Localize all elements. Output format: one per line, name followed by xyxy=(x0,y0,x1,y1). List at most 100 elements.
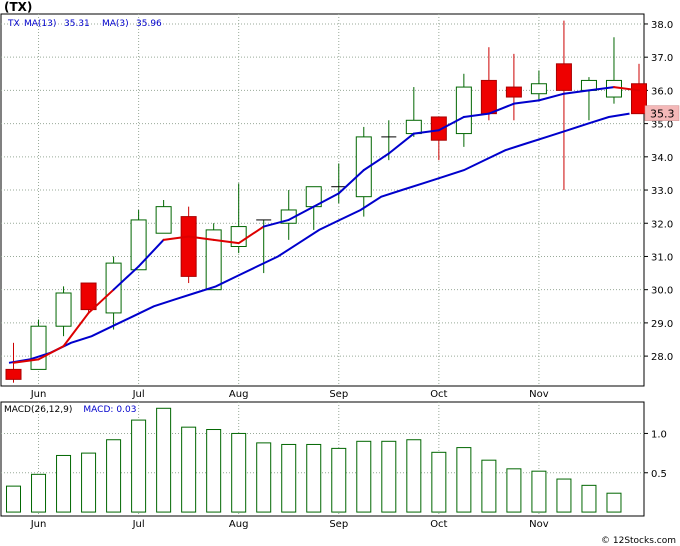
macd-x-label: Oct xyxy=(430,519,447,530)
candle-body xyxy=(80,282,97,311)
candle-body xyxy=(530,83,547,95)
macd-y-ticks: 0.5 1.0 xyxy=(644,429,667,480)
macd-x-label: Nov xyxy=(529,519,549,530)
candle xyxy=(80,282,97,313)
price-tick-label: 30.0 xyxy=(651,286,673,297)
price-x-label: Sep xyxy=(329,389,348,400)
price-tick-label: 34.0 xyxy=(651,153,673,164)
macd-bar xyxy=(31,473,47,513)
candle-body xyxy=(355,136,372,198)
macd-bar xyxy=(131,419,147,513)
price-tick-label: 29.0 xyxy=(651,319,673,330)
candle-body xyxy=(430,116,447,141)
macd-bar xyxy=(331,447,347,513)
ma-short-segment xyxy=(537,92,565,102)
macd-legend-item: MACD(26,12,9) xyxy=(4,405,72,415)
macd-bar xyxy=(481,459,497,513)
macd-bar xyxy=(206,429,222,513)
macd-bar xyxy=(356,440,372,513)
ma-short-segment xyxy=(287,205,315,221)
macd-bar xyxy=(606,492,622,513)
macd-legend-item: MACD: xyxy=(83,405,113,415)
ma-short-segment xyxy=(87,288,115,314)
price-tick-label: 31.0 xyxy=(651,252,673,263)
price-tick-label: 33.0 xyxy=(651,186,673,197)
candle-body xyxy=(105,262,122,314)
last-price-box xyxy=(644,105,680,121)
last-price-text: 35.3 xyxy=(650,108,675,121)
macd-x-label: Aug xyxy=(229,519,249,530)
price-y-ticks: 28.0 29.0 30.0 31.0 32.0 33.0 34.0 35.0 36.0 37.0… xyxy=(644,20,673,363)
ma-short-segment xyxy=(212,238,240,245)
candle-body xyxy=(455,86,472,135)
price-x-label: Jul xyxy=(132,389,145,400)
candle-body xyxy=(205,229,222,291)
macd-tick-label: 0.5 xyxy=(651,469,667,480)
price-panel xyxy=(0,13,645,387)
candle xyxy=(455,73,472,147)
ma-short-segment xyxy=(112,265,140,291)
macd-bar xyxy=(81,452,97,513)
price-x-label: Aug xyxy=(229,389,249,400)
macd-bar xyxy=(531,470,547,513)
candle-body xyxy=(155,206,172,234)
ma-short-segment xyxy=(387,132,415,155)
ma-long-line xyxy=(8,112,630,364)
macd-bar xyxy=(431,451,447,513)
price-x-ticks: Jun Jul Aug Sep Oct Nov xyxy=(30,389,549,400)
candle xyxy=(430,116,447,161)
candle xyxy=(555,20,572,191)
price-x-label: Jun xyxy=(30,389,47,400)
candle-body xyxy=(130,219,147,271)
macd-bar xyxy=(406,439,422,513)
candle-body xyxy=(5,368,22,380)
macd-bar xyxy=(256,442,272,513)
ma-short-segment xyxy=(487,102,515,115)
price-legend-item: TX xyxy=(7,19,20,29)
price-tick-label: 38.0 xyxy=(651,20,673,31)
ma-short-segment xyxy=(562,89,590,95)
candle xyxy=(630,63,647,115)
candle-body xyxy=(555,63,572,91)
chart-title: (TX) xyxy=(4,0,33,14)
price-grid xyxy=(1,14,644,386)
candles xyxy=(5,20,647,383)
ma-short-segment xyxy=(412,129,440,135)
price-legend-value: 35.31 xyxy=(64,19,90,29)
ma-short-segment xyxy=(187,235,215,241)
macd-legend-value: 0.03 xyxy=(116,405,136,415)
ma-short-segment xyxy=(587,86,615,92)
footer-credit: © 12Stocks.com xyxy=(601,536,676,546)
macd-bar xyxy=(181,426,197,513)
ma-short-segment xyxy=(137,238,165,268)
price-legend-item: MA(3) xyxy=(102,19,129,29)
ma-short-segment xyxy=(62,311,90,348)
price-x-label: Nov xyxy=(529,389,549,400)
candle-body xyxy=(505,86,522,98)
candle xyxy=(155,200,172,234)
candle xyxy=(505,53,522,121)
macd-x-ticks: Jun Jul Aug Sep Oct Nov xyxy=(30,519,549,530)
ma-short-segment xyxy=(362,152,390,172)
price-tick-label: 28.0 xyxy=(651,352,673,363)
candle-body xyxy=(55,292,72,327)
ma-short-segment xyxy=(237,225,265,245)
candle xyxy=(355,126,372,217)
macd-bar xyxy=(556,478,572,513)
macd-bar xyxy=(106,439,122,513)
macd-panel xyxy=(0,401,645,517)
candle-body xyxy=(630,83,647,115)
ma-short-segment xyxy=(337,169,365,195)
moving-averages xyxy=(8,86,640,364)
last-price-label: 35.3 xyxy=(644,105,680,121)
macd-x-label: Jun xyxy=(30,519,47,530)
price-legend: TX MA(13) 35.31 MA(3) 35.96 xyxy=(7,19,162,29)
macd-legend: MACD(26,12,9) MACD: 0.03 xyxy=(4,405,136,415)
ma-short-segment xyxy=(437,115,465,132)
candle-body xyxy=(180,216,197,277)
ma-short-segment xyxy=(37,345,65,361)
candle-body xyxy=(480,79,497,115)
candle xyxy=(105,256,122,330)
macd-bar xyxy=(506,468,522,513)
